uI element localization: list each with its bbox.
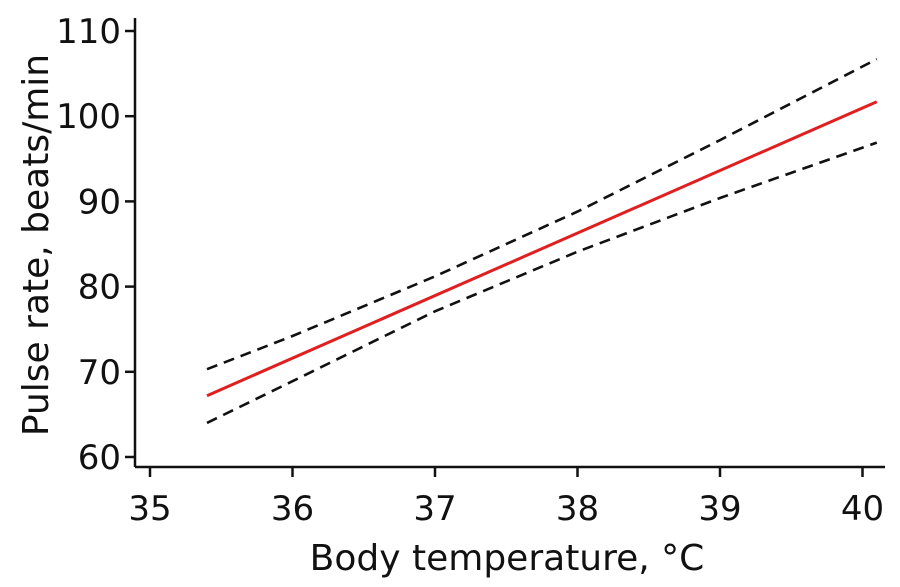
ticks: 35 36 37 38 39 40 60 70 80 90 100 110 [56, 12, 884, 529]
y-axis-title: Pulse rate, beats/min [16, 54, 57, 436]
upper-confidence-line [206, 57, 878, 371]
x-tick-label-0: 35 [128, 489, 171, 529]
y-tick-label-3: 90 [78, 182, 121, 222]
x-tick-label-4: 39 [698, 489, 741, 529]
x-tick-label-3: 38 [556, 489, 599, 529]
axes [133, 18, 885, 469]
y-tick-label-5: 110 [56, 12, 121, 52]
y-tick-label-0: 60 [78, 438, 121, 478]
y-tick-label-2: 80 [78, 268, 121, 308]
x-tick-label-1: 36 [271, 489, 314, 529]
x-tick-label-5: 40 [841, 489, 884, 529]
lower-confidence-line [206, 141, 878, 425]
y-tick-label-1: 70 [78, 353, 121, 393]
fitted-line [206, 100, 878, 398]
y-tick-label-4: 100 [56, 97, 121, 137]
x-axis-title: Body temperature, °C [310, 538, 705, 579]
x-tick-label-2: 37 [413, 489, 456, 529]
series-layer [206, 57, 878, 425]
